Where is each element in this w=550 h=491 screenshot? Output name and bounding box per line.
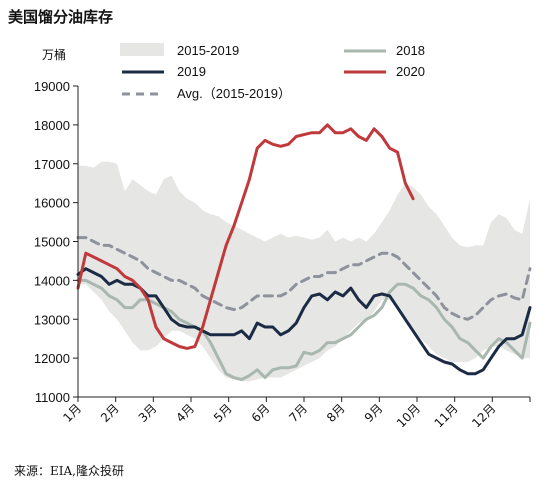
legend-label-2019: 2019 bbox=[177, 64, 206, 79]
x-tick-label: 6月 bbox=[249, 401, 273, 425]
y-axis-unit: 万桶 bbox=[42, 48, 67, 62]
legend-label-2020: 2020 bbox=[396, 64, 425, 79]
chart-title: 美国馏分油库存 bbox=[8, 8, 114, 26]
y-tick-label: 17000 bbox=[34, 157, 70, 172]
y-tick-label: 18000 bbox=[34, 118, 70, 133]
y-tick-label: 12000 bbox=[34, 351, 70, 366]
series-2020-line bbox=[76, 123, 415, 350]
legend-label-range: 2015-2019 bbox=[177, 43, 239, 58]
source-note: 来源：EIA,隆众投研 bbox=[14, 464, 124, 478]
x-tick-label: 8月 bbox=[324, 401, 348, 425]
x-tick-label: 3月 bbox=[136, 401, 160, 425]
x-tick-label: 9月 bbox=[362, 401, 386, 425]
x-tick-label: 10月 bbox=[394, 401, 423, 430]
legend-label-avg: Avg.（2015-2019） bbox=[177, 86, 291, 101]
x-tick-label: 12月 bbox=[469, 401, 498, 430]
x-tick-label: 5月 bbox=[211, 401, 235, 425]
x-tick-label: 7月 bbox=[286, 401, 310, 425]
y-tick-label: 16000 bbox=[34, 196, 70, 211]
y-tick-label: 14000 bbox=[34, 273, 70, 288]
y-tick-label: 15000 bbox=[34, 235, 70, 250]
x-tick-label: 4月 bbox=[173, 401, 197, 425]
y-tick-label: 13000 bbox=[34, 312, 70, 327]
legend-label-2018: 2018 bbox=[396, 43, 425, 58]
series-2019-line bbox=[76, 267, 532, 376]
legend-swatch-range bbox=[120, 43, 164, 56]
y-tick-label: 11000 bbox=[35, 390, 70, 405]
x-tick-label: 11月 bbox=[432, 401, 461, 430]
series-avg-line bbox=[76, 236, 532, 321]
x-tick-label: 2月 bbox=[98, 401, 122, 425]
series-2018-line bbox=[76, 278, 532, 381]
y-tick-label: 19000 bbox=[34, 79, 70, 94]
range-band-2015-2019 bbox=[78, 161, 530, 382]
